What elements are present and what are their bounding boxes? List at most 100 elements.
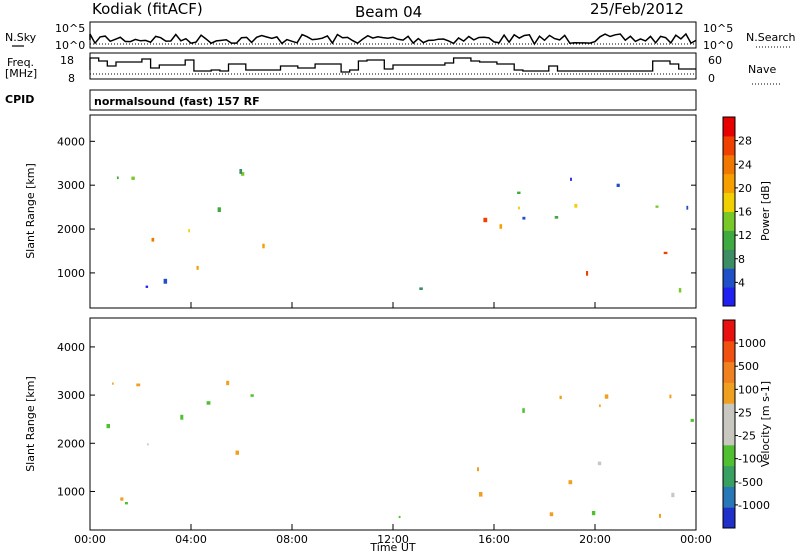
colorbar-band xyxy=(723,465,735,487)
colorbar-band xyxy=(723,211,735,231)
colorbar-band xyxy=(723,403,735,425)
nsky-line xyxy=(89,32,697,46)
power-ylabel: Slant Range [km] xyxy=(24,163,37,259)
nsky-tick-top-left: 10^5 xyxy=(55,22,85,35)
x-tick-label: 08:00 xyxy=(276,533,308,546)
x-tick-label: 00:00 xyxy=(74,533,106,546)
echo-cell xyxy=(116,176,119,180)
echo-cell xyxy=(678,288,682,293)
velocity-cbar-label: Velocity [m s-1] xyxy=(759,381,772,467)
echo-cell xyxy=(226,380,230,386)
colorbar-tick-label: -500 xyxy=(738,476,763,489)
velocity-panel: 1000 2000 3000 4000 Slant Range [km] 1000 50… xyxy=(24,302,772,554)
colorbar-band xyxy=(723,117,735,137)
x-tick-label: 12:00 xyxy=(377,533,409,546)
echo-cell xyxy=(239,169,243,174)
echo-cell xyxy=(591,510,596,516)
x-tick-label: 20:00 xyxy=(579,533,611,546)
power-y-axis: 1000 2000 3000 4000 xyxy=(57,135,696,280)
velocity-frame xyxy=(89,317,697,531)
beam-title: Beam 04 xyxy=(355,3,422,21)
echo-cell xyxy=(568,480,573,485)
power-cbar-label: Power [dB] xyxy=(759,181,772,241)
colorbar-band xyxy=(723,173,735,194)
colorbar-band xyxy=(723,320,735,342)
colorbar-tick-label: -1000 xyxy=(738,499,770,512)
echo-cell xyxy=(669,394,672,399)
echo-cell xyxy=(250,394,254,397)
colorbar-band xyxy=(723,287,735,307)
cpid-label: CPID xyxy=(5,93,34,106)
y-tick-label: 3000 xyxy=(57,179,85,192)
freq-tick-bottom-left: 8 xyxy=(68,72,75,85)
echo-cell xyxy=(499,224,503,229)
nsearch-label: N.Search xyxy=(746,31,796,44)
y-tick-label: 4000 xyxy=(57,135,85,148)
echo-cell xyxy=(112,382,114,385)
nsky-tick-bottom-right: 10^0 xyxy=(703,39,733,52)
echo-cell xyxy=(398,515,401,519)
x-tick-label: 04:00 xyxy=(175,533,207,546)
velocity-colorbar: 1000 500 100 25 -25 -100 -500 -1000 xyxy=(722,319,770,529)
colorbar-band xyxy=(723,154,735,175)
colorbar-tick-label: -100 xyxy=(738,453,763,466)
freq-strip: Freq. [MHz] 18 8 60 0 Nave xyxy=(5,52,780,85)
echo-cell xyxy=(574,203,578,208)
colorbar-tick-label: 28 xyxy=(738,135,752,148)
echo-cell xyxy=(655,205,659,208)
colorbar-band xyxy=(723,340,735,363)
echo-cell xyxy=(136,383,141,387)
echo-cell xyxy=(106,424,110,429)
colorbar-tick-label: 24 xyxy=(738,158,752,171)
colorbar-band xyxy=(723,135,735,156)
echo-cell xyxy=(483,217,488,223)
echo-cell xyxy=(262,243,265,249)
echo-cell xyxy=(686,205,689,210)
nsky-series xyxy=(89,32,697,46)
echo-cell xyxy=(478,492,483,497)
echo-cell xyxy=(671,492,675,498)
nsky-strip: N.Sky 10^5 10^0 10^5 10^0 N.Search xyxy=(5,21,796,52)
colorbar-tick-label: 500 xyxy=(738,360,759,373)
power-heatmap xyxy=(116,169,689,293)
echo-cell xyxy=(145,285,149,288)
echo-cell xyxy=(241,172,245,176)
velocity-heatmap xyxy=(106,380,694,519)
colorbar-band xyxy=(723,444,735,467)
y-tick-label: 4000 xyxy=(57,341,85,354)
power-panel: 1000 2000 3000 4000 Slant Range [km] 28 24 20… xyxy=(24,114,772,309)
echo-cell xyxy=(690,418,694,422)
echo-cell xyxy=(659,513,661,518)
echo-cell xyxy=(554,216,559,219)
nave-label: Nave xyxy=(748,63,776,76)
time-xlabel: Time UT xyxy=(369,541,415,554)
colorbar-tick-label: 25 xyxy=(738,406,752,419)
echo-cell xyxy=(616,183,620,187)
echo-cell xyxy=(196,265,199,270)
x-tick-label: 16:00 xyxy=(478,533,510,546)
colorbar-band xyxy=(723,424,735,446)
date-title: 25/Feb/2012 xyxy=(590,0,684,18)
colorbar-tick-label: -25 xyxy=(738,430,756,443)
colorbar-tick-label: 100 xyxy=(738,383,759,396)
colorbar-band xyxy=(723,486,735,508)
echo-cell xyxy=(559,395,562,400)
echo-cell xyxy=(663,251,668,255)
echo-cell xyxy=(151,237,155,242)
freq-unit-label: [MHz] xyxy=(5,67,37,80)
cpid-text: normalsound (fast) 157 RF xyxy=(94,95,260,108)
echo-cell xyxy=(419,287,423,290)
y-tick-label: 2000 xyxy=(57,437,85,450)
colorbar-band xyxy=(723,268,735,288)
freq-tick-top-right: 60 xyxy=(708,54,722,67)
velocity-y-axis: 1000 2000 3000 4000 xyxy=(57,341,696,498)
colorbar-tick-label: 4 xyxy=(738,276,745,289)
colorbar-tick-label: 12 xyxy=(738,229,752,242)
y-tick-label: 2000 xyxy=(57,223,85,236)
freq-tick-top-left: 18 xyxy=(60,54,74,67)
y-tick-label: 3000 xyxy=(57,389,85,402)
echo-cell xyxy=(570,177,572,181)
freq-line xyxy=(89,57,696,73)
echo-cell xyxy=(599,404,601,408)
nsky-label: N.Sky xyxy=(5,31,37,44)
